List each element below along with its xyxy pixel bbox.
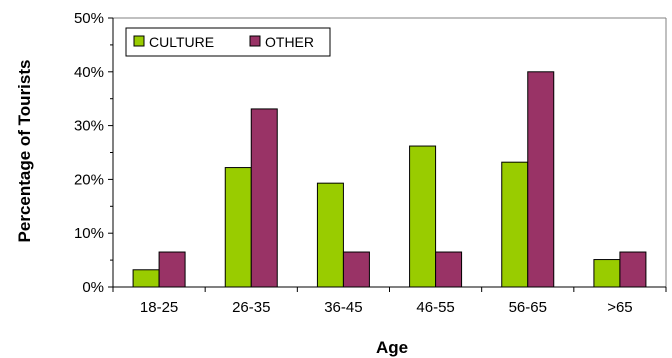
- legend: CULTURE OTHER: [125, 27, 331, 57]
- bar-culture->65: [593, 259, 621, 288]
- y-tick-label: 50%: [74, 10, 104, 27]
- bar-other-56-65: [527, 71, 555, 288]
- bar-other-46-55: [435, 251, 463, 288]
- bar-other->65: [619, 251, 647, 288]
- y-tick-label: 10%: [74, 225, 104, 242]
- plot-frame: [113, 17, 667, 287]
- x-tick-label: >65: [607, 299, 632, 316]
- y-tick-label: 40%: [74, 64, 104, 81]
- bar-culture-26-35: [224, 167, 252, 288]
- bar-other-26-35: [250, 108, 278, 288]
- y-tick-label: 20%: [74, 171, 104, 188]
- bar-culture-46-55: [409, 145, 437, 288]
- y-axis: 0% 10% 20% 30% 40% 50%: [74, 10, 114, 296]
- bars-group: [132, 71, 647, 288]
- bar-other-36-45: [342, 251, 370, 288]
- legend-swatch-culture: [133, 35, 145, 47]
- y-tick-label: 30%: [74, 118, 104, 135]
- bar-culture-18-25: [132, 269, 160, 288]
- x-axis: 18-25 26-35 36-45 46-55 56-65 >65: [112, 286, 667, 316]
- bar-culture-56-65: [501, 161, 529, 288]
- x-tick-label: 56-65: [509, 299, 547, 316]
- bar-other-18-25: [158, 251, 186, 288]
- y-axis-title: Percentage of Tourists: [15, 60, 34, 243]
- x-tick-label: 46-55: [416, 299, 454, 316]
- bar-culture-36-45: [316, 182, 344, 288]
- legend-box: [125, 27, 331, 57]
- y-tick-label: 0%: [82, 279, 104, 296]
- x-tick-label: 36-45: [324, 299, 362, 316]
- x-tick-label: 18-25: [140, 299, 178, 316]
- legend-label-other: OTHER: [265, 34, 314, 50]
- legend-swatch-other: [249, 35, 261, 47]
- x-axis-title: Age: [376, 338, 408, 357]
- legend-label-culture: CULTURE: [149, 34, 214, 50]
- x-tick-label: 26-35: [232, 299, 270, 316]
